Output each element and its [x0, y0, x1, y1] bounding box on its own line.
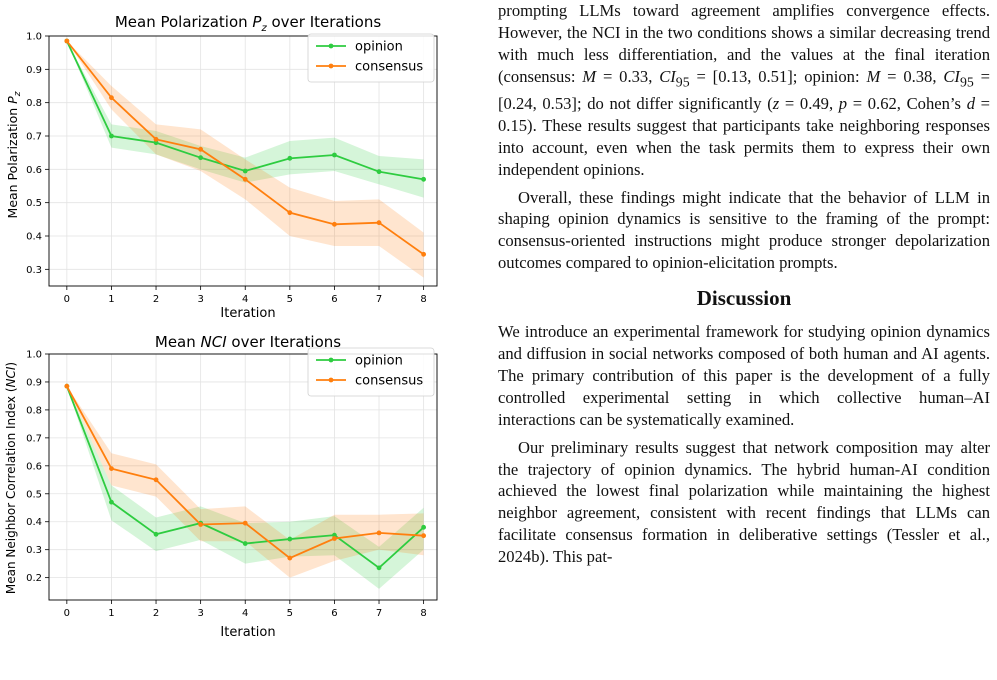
chart-title: Mean NCI over Iterations [155, 333, 341, 351]
data-point-consensus [421, 251, 427, 257]
data-point-opinion [421, 524, 427, 530]
y-tick-label: 0.7 [26, 433, 42, 444]
x-tick-label: 3 [197, 608, 203, 619]
y-tick-label: 1.0 [26, 32, 42, 43]
x-tick-label: 5 [287, 294, 293, 305]
legend: opinion consensus [307, 347, 435, 397]
data-point-consensus [64, 383, 70, 389]
data-point-consensus [376, 530, 382, 536]
y-tick-label: 0.9 [26, 377, 42, 388]
y-tick-label: 0.4 [26, 232, 42, 243]
data-point-opinion [109, 133, 114, 139]
x-tick-label: 1 [108, 294, 114, 305]
y-tick-label: 0.2 [26, 573, 42, 584]
x-tick-label: 8 [420, 294, 426, 305]
data-point-consensus [287, 555, 293, 561]
section-heading: Discussion [696, 286, 792, 311]
legend-marker-consensus [328, 377, 334, 383]
y-tick-label: 0.5 [26, 198, 42, 209]
y-tick-label: 0.8 [26, 405, 42, 416]
data-point-consensus [332, 221, 337, 227]
data-point-consensus [376, 220, 382, 226]
data-point-opinion [287, 155, 293, 161]
discussion-paragraph-1: We introduce an experimental framework f… [498, 322, 990, 429]
data-point-consensus [153, 477, 159, 483]
data-point-consensus [153, 136, 159, 142]
data-point-opinion [242, 168, 248, 174]
paper-text-column: prompting LLMs toward agreement amplifie… [498, 0, 990, 568]
data-point-consensus [242, 520, 248, 526]
data-point-consensus [287, 210, 293, 216]
plot-area: 0 1 2 3 4 5 6 7 8 0.2 0.3 0.4 0.5 0.6 0.7 0.8 0.9 1.0 [26, 350, 438, 619]
data-point-opinion [332, 152, 337, 158]
results-paragraph: prompting LLMs toward agreement amplifie… [498, 1, 991, 179]
x-tick-label: 0 [64, 294, 70, 305]
polarization-chart: Mean Polarization Pz over Iterations 0 1 2… [5, 13, 438, 321]
x-tick-label: 1 [108, 608, 114, 619]
data-point-opinion [198, 155, 204, 161]
y-tick-label: 0.4 [26, 517, 42, 528]
legend-label-consensus: consensus [355, 60, 423, 75]
y-tick-label: 0.6 [26, 461, 42, 472]
legend-marker-opinion [328, 357, 334, 363]
y-tick-label: 0.3 [26, 545, 42, 556]
data-point-opinion [376, 169, 382, 175]
x-tick-label: 4 [242, 294, 248, 305]
x-tick-label: 6 [331, 608, 337, 619]
plot-area: 0 1 2 3 4 5 6 7 8 0.3 0.4 0.5 0.6 0.7 0.8 0.9 1.0 [26, 32, 438, 305]
confidence-band-consensus [66, 41, 424, 278]
data-point-opinion [153, 531, 159, 537]
data-point-consensus [242, 176, 248, 182]
axes-frame [48, 353, 438, 601]
data-point-opinion [242, 541, 248, 546]
chart-title: Mean Polarization Pz over Iterations [115, 13, 382, 34]
data-point-consensus [198, 522, 204, 527]
summary-paragraph: Overall, these findings might indicate t… [498, 187, 990, 273]
x-tick-label: 4 [242, 608, 248, 619]
data-point-consensus [109, 466, 114, 472]
y-tick-label: 1.0 [26, 350, 42, 361]
y-tick-label: 0.3 [26, 265, 42, 276]
data-point-consensus [64, 38, 70, 44]
y-axis-label: Mean Polarization Pz [5, 91, 23, 218]
y-tick-label: 0.9 [26, 65, 42, 76]
x-tick-label: 7 [376, 294, 382, 305]
confidence-band-opinion [66, 41, 424, 198]
y-axis-label: Mean Neighbor Correlation Index (NCI) [4, 362, 18, 594]
axes-frame [48, 35, 438, 287]
y-tick-label: 0.7 [26, 132, 42, 143]
data-point-opinion [287, 536, 293, 542]
data-point-consensus [198, 146, 204, 152]
x-tick-label: 0 [64, 608, 70, 619]
data-point-opinion [153, 140, 159, 146]
x-tick-label: 7 [376, 608, 382, 619]
legend-marker-consensus [328, 63, 334, 69]
data-point-consensus [421, 533, 427, 539]
data-point-opinion [332, 532, 337, 538]
legend-marker-opinion [328, 43, 334, 49]
confidence-band-consensus [66, 386, 424, 578]
discussion-paragraph-2: Our preliminary results suggest that net… [498, 437, 990, 567]
x-tick-label: 2 [153, 294, 159, 305]
legend-label-opinion: opinion [355, 354, 403, 369]
data-point-opinion [421, 176, 427, 182]
x-axis-label: Iteration [220, 625, 275, 640]
x-tick-label: 2 [153, 608, 159, 619]
x-tick-label: 6 [331, 294, 337, 305]
legend: opinion consensus [307, 33, 435, 83]
nci-chart: Mean NCI over Iterations 0 1 2 3 4 5 6 7 8 0.2 0.3… [4, 333, 438, 640]
data-point-opinion [109, 499, 114, 505]
x-tick-label: 8 [420, 608, 426, 619]
x-tick-label: 5 [287, 608, 293, 619]
x-tick-label: 3 [197, 294, 203, 305]
data-point-consensus [332, 536, 337, 541]
y-tick-label: 0.6 [26, 165, 42, 176]
legend-label-opinion: opinion [355, 40, 403, 55]
data-point-consensus [109, 95, 114, 101]
y-tick-label: 0.5 [26, 489, 42, 500]
legend-label-consensus: consensus [355, 374, 423, 389]
y-tick-label: 0.8 [26, 98, 42, 109]
data-point-opinion [376, 565, 382, 571]
x-axis-label: Iteration [220, 306, 275, 321]
